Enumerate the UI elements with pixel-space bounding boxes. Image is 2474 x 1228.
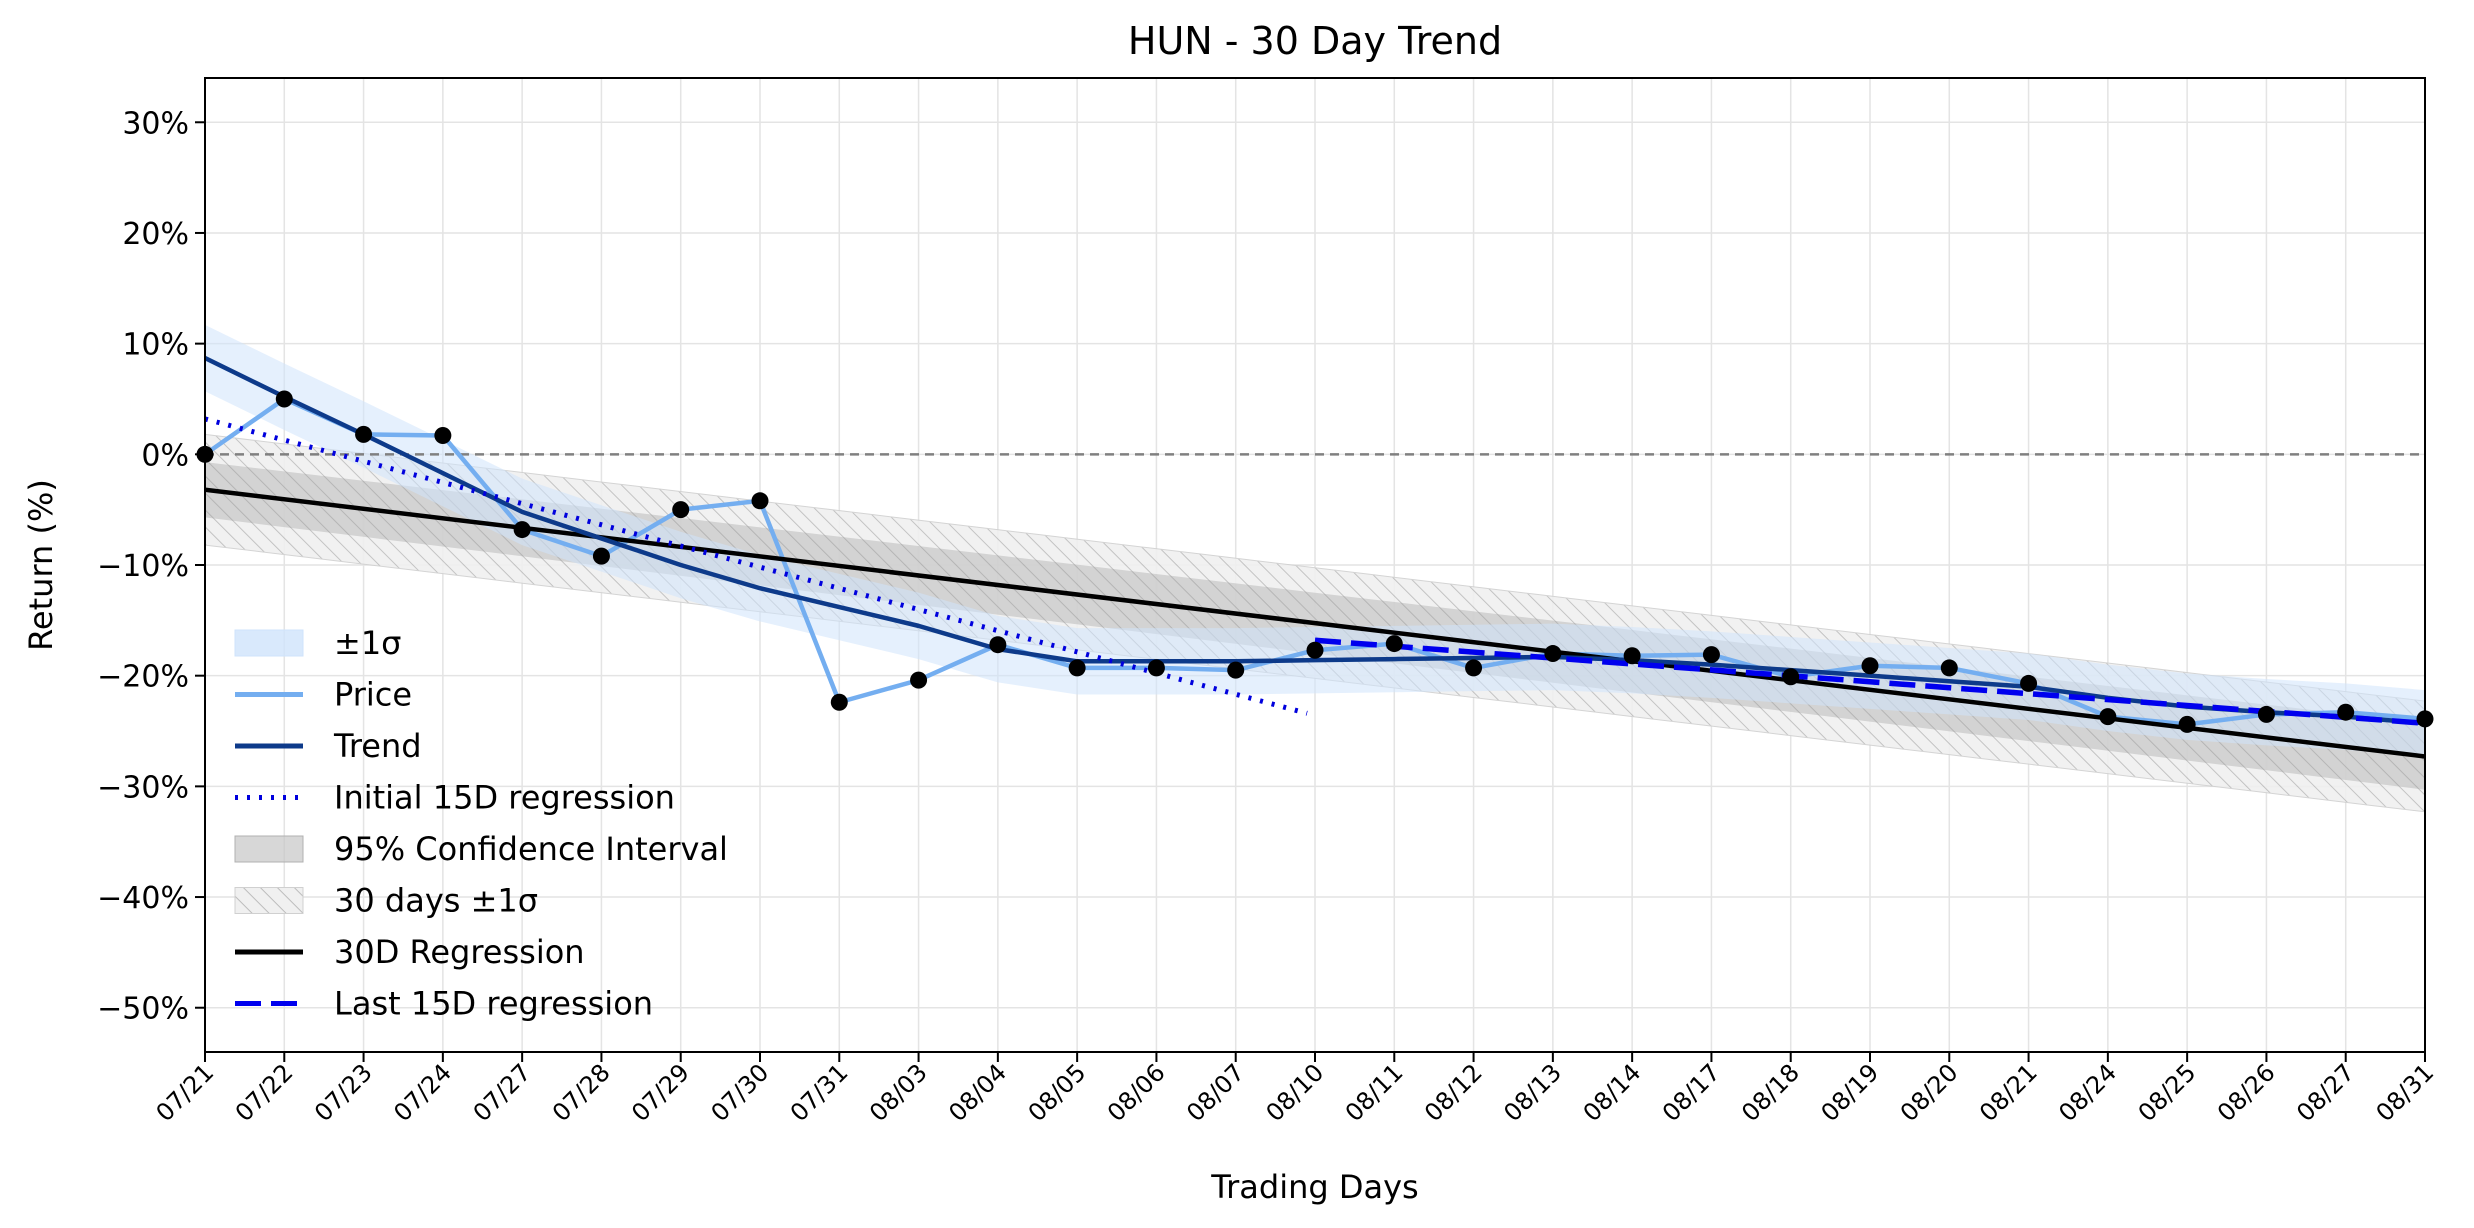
x-tick-label: 08/17 [1657, 1058, 1726, 1127]
x-tick-label: 07/23 [309, 1058, 378, 1127]
y-tick-label: −20% [97, 660, 189, 695]
price-marker [1940, 659, 1958, 677]
price-marker [751, 492, 769, 510]
price-marker [592, 547, 610, 565]
price-marker [830, 693, 848, 711]
price-marker [1702, 646, 1720, 664]
price-marker [513, 521, 531, 539]
initial-15d-regression-line [205, 416, 1308, 716]
legend-label: Price [334, 676, 412, 714]
x-tick-label: 08/19 [1816, 1058, 1885, 1127]
price-marker [672, 501, 690, 519]
y-tick-label: −50% [97, 992, 189, 1027]
y-tick-label: 10% [122, 328, 189, 363]
legend-label: Initial 15D regression [334, 779, 675, 817]
y-ticks: 30% 20% 10% 0% −10% −20% −30% −40% −50% [97, 106, 205, 1027]
price-marker [989, 636, 1007, 654]
x-tick-label: 07/30 [706, 1058, 775, 1127]
x-tick-label: 08/25 [2133, 1058, 2202, 1127]
x-tick-label: 08/24 [2053, 1058, 2122, 1127]
price-marker [1782, 668, 1800, 686]
x-tick-label: 08/05 [1023, 1058, 1092, 1127]
legend-label: 30 days ±1σ [334, 882, 538, 920]
price-marker [1623, 647, 1641, 665]
legend-swatch [234, 629, 304, 657]
y-tick-label: 0% [141, 438, 189, 473]
y-tick-label: −10% [97, 549, 189, 584]
legend-item: 30D Regression [235, 933, 585, 971]
price-marker [2020, 674, 2038, 692]
price-marker [2257, 705, 2275, 723]
x-tick-label: 08/03 [864, 1058, 933, 1127]
y-tick-label: −30% [97, 770, 189, 805]
x-tick-label: 08/14 [1578, 1058, 1647, 1127]
x-ticks: 07/21 07/22 07/23 07/24 07/27 07/28 07/29 07/30… [151, 1052, 2440, 1127]
price-marker [1227, 661, 1245, 679]
price-marker [1306, 641, 1324, 659]
legend-swatch [234, 835, 304, 863]
legend-item: Last 15D regression [235, 985, 653, 1023]
band-trend-sigma [205, 324, 2425, 757]
x-tick-label: 08/26 [2212, 1058, 2281, 1127]
regression-30d-line [205, 487, 2425, 759]
x-tick-label: 08/07 [1181, 1058, 1250, 1127]
x-tick-label: 08/18 [1736, 1058, 1805, 1127]
price-marker [1861, 657, 1879, 675]
price-marker [1147, 659, 1165, 677]
x-tick-label: 07/21 [151, 1058, 220, 1127]
price-markers [196, 390, 2434, 733]
y-tick-label: 20% [122, 217, 189, 252]
legend-item: Initial 15D regression [235, 779, 675, 817]
legend-item: 30 days ±1σ [234, 882, 538, 920]
x-tick-label: 07/22 [230, 1058, 299, 1127]
x-tick-label: 08/27 [2291, 1058, 2360, 1127]
legend-item: 95% Confidence Interval [234, 830, 728, 868]
price-marker [434, 427, 452, 445]
x-tick-label: 08/10 [1261, 1058, 1330, 1127]
x-tick-label: 07/28 [547, 1058, 616, 1127]
price-marker [1068, 659, 1086, 677]
legend: ±1σ Price Trend Initial 15D regression 95% C… [234, 624, 728, 1023]
legend-label: 30D Regression [334, 933, 585, 971]
legend-label: Last 15D regression [334, 985, 653, 1023]
x-tick-label: 08/21 [1974, 1058, 2043, 1127]
price-marker [275, 390, 293, 408]
trend-line [205, 356, 2425, 726]
legend-item: Price [235, 676, 412, 714]
x-tick-label: 08/06 [1102, 1058, 1171, 1127]
legend-swatch [234, 887, 304, 914]
price-marker [2337, 703, 2355, 721]
x-tick-label: 08/31 [2371, 1058, 2440, 1127]
x-tick-label: 08/11 [1340, 1058, 1409, 1127]
price-marker [1465, 659, 1483, 677]
legend-label: Trend [333, 727, 422, 765]
legend-label: ±1σ [334, 624, 401, 662]
price-marker [910, 671, 928, 689]
last-15d-regression-line [1314, 637, 2425, 727]
y-tick-label: −40% [97, 881, 189, 916]
y-tick-label: 30% [122, 106, 189, 141]
price-marker [355, 425, 373, 443]
x-tick-label: 08/04 [943, 1058, 1012, 1127]
x-tick-label: 08/13 [1498, 1058, 1567, 1127]
legend-label: 95% Confidence Interval [334, 830, 728, 868]
legend-item: Trend [235, 727, 422, 765]
x-axis-label: Trading Days [1210, 1168, 1418, 1206]
price-marker [1385, 635, 1403, 653]
price-marker [2099, 708, 2117, 726]
legend-item: ±1σ [234, 624, 401, 662]
x-tick-label: 07/24 [388, 1058, 457, 1127]
price-marker [1544, 645, 1562, 663]
chart-title: HUN - 30 Day Trend [1128, 19, 1502, 63]
x-tick-label: 08/12 [1419, 1058, 1488, 1127]
price-marker [2178, 715, 2196, 733]
y-axis-label: Return (%) [22, 479, 60, 651]
x-tick-label: 08/20 [1895, 1058, 1964, 1127]
x-tick-label: 07/29 [626, 1058, 695, 1127]
x-tick-label: 07/31 [785, 1058, 854, 1127]
x-tick-label: 07/27 [468, 1058, 537, 1127]
